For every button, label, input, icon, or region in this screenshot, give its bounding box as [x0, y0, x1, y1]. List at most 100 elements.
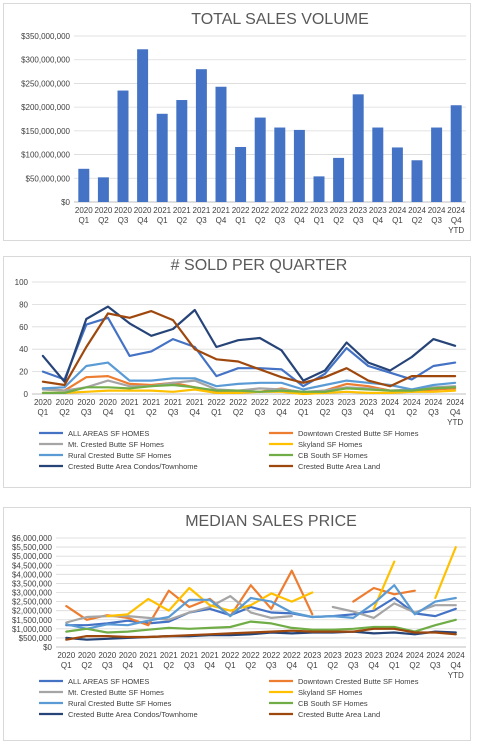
y-tick-label: $4,000,000 [12, 570, 53, 579]
x-tick-year: 2021 [180, 651, 198, 660]
x-tick-year: 2023 [310, 206, 328, 215]
x-tick-quarter: Q4 [189, 408, 200, 417]
x-tick-year: 2020 [56, 398, 74, 407]
x-tick-year: 2022 [221, 651, 239, 660]
y-tick-label: $250,000,000 [21, 79, 70, 88]
x-tick-quarter: Q3 [168, 408, 179, 417]
x-tick-quarter: Q2 [409, 661, 420, 670]
y-tick-label: $6,000,000 [12, 534, 53, 543]
x-tick-quarter: Q2 [245, 661, 256, 670]
bar-16 [372, 127, 384, 202]
median-sales-price-svg: MEDIAN SALES PRICE $0$500,000$1,000,000$1… [12, 513, 466, 719]
x-tick-suffix: YTD [447, 418, 463, 427]
x-tick-year: 2022 [283, 651, 301, 660]
x-tick-year: 2022 [242, 651, 260, 660]
series-line-8 [41, 309, 457, 388]
x-tick-quarter: Q1 [143, 661, 154, 670]
bar-17 [391, 147, 403, 202]
x-tick-year: 2023 [344, 651, 362, 660]
y-tick-label: $200,000,000 [21, 103, 70, 112]
x-tick-year: 2023 [369, 206, 387, 215]
sold-per-quarter-chart: # SOLD PER QUARTER 0 20 40 60 80 100 2020 Q1 2020… [3, 256, 471, 488]
x-tick-quarter: Q2 [146, 408, 157, 417]
median-sales-price-chart: MEDIAN SALES PRICE $0 $500,000 $1,000,000 $1… [3, 507, 471, 741]
y-tick-label: $100,000,000 [21, 151, 70, 160]
x-tick-quarter: Q4 [368, 661, 379, 670]
y-tick-label: $4,500,000 [12, 561, 53, 570]
x-tick-year: 2022 [208, 398, 226, 407]
bar-5 [156, 113, 168, 202]
x-tick-quarter: Q2 [176, 216, 187, 225]
x-tick-year: 2020 [57, 651, 75, 660]
y-tick-label: $3,000,000 [12, 589, 53, 598]
y-tick-label: $5,500,000 [12, 543, 53, 552]
x-tick-quarter: Q1 [78, 216, 89, 225]
series-line-6 [41, 383, 457, 394]
x-tick-suffix: YTD [448, 226, 464, 235]
y-tick-label: $2,000,000 [12, 607, 53, 616]
x-tick-quarter: Q4 [294, 216, 305, 225]
x-tick-quarter: Q1 [38, 408, 49, 417]
y-tick-label: 100 [15, 278, 29, 287]
x-tick-year: 2024 [446, 398, 464, 407]
x-tick-year: 2021 [193, 206, 211, 215]
x-tick-year: 2021 [139, 651, 157, 660]
x-tick-year: 2023 [349, 206, 367, 215]
series-line-1 [65, 596, 457, 627]
series-line-3 [331, 602, 457, 620]
x-tick-year: 2024 [406, 651, 424, 660]
x-tick-year: 2022 [273, 398, 291, 407]
legend-label: Skyland SF Homes [298, 688, 362, 697]
bar-19 [431, 127, 443, 202]
x-tick-quarter: Q3 [428, 408, 439, 417]
x-tick-quarter: Q3 [81, 408, 92, 417]
bar-13 [313, 176, 325, 202]
x-tick-quarter: Q4 [363, 408, 374, 417]
legend-label: Crested Butte Area Land [298, 710, 380, 719]
x-tick-quarter: Q1 [124, 408, 135, 417]
x-tick-year: 2023 [324, 651, 342, 660]
total-sales-volume-svg: TOTAL SALES VOLUME $0 $50,000,000 $100,000,… [21, 11, 466, 235]
x-tick-quarter: Q1 [157, 216, 168, 225]
legend-label: Downtown Crested Butte SF Homes [298, 677, 419, 686]
x-tick-year: 2022 [262, 651, 280, 660]
x-tick-year: 2022 [229, 398, 247, 407]
sold-per-quarter-svg: # SOLD PER QUARTER0204060801002020Q12020… [15, 257, 466, 471]
series-line-8 [65, 627, 457, 641]
y-tick-label: 20 [19, 368, 28, 377]
y-tick-label: $2,500,000 [12, 598, 53, 607]
y-tick-label: $3,500,000 [12, 579, 53, 588]
x-tick-quarter: Q3 [348, 661, 359, 670]
x-tick-quarter: Q3 [102, 661, 113, 670]
x-tick-quarter: Q1 [298, 408, 309, 417]
x-tick-year: 2020 [134, 206, 152, 215]
legend-label: Downtown Crested Butte SF Homes [298, 429, 419, 438]
x-tick-quarter: Q1 [385, 408, 396, 417]
x-tick-quarter: Q4 [451, 216, 462, 225]
bar-3 [117, 90, 129, 202]
x-tick-quarter: Q3 [341, 408, 352, 417]
x-tick-quarter: Q3 [266, 661, 277, 670]
bar-7 [195, 69, 207, 202]
x-tick-year: 2021 [164, 398, 182, 407]
x-tick-quarter: Q1 [307, 661, 318, 670]
x-tick-year: 2022 [271, 206, 289, 215]
x-tick-year: 2022 [251, 398, 269, 407]
x-tick-year: 2021 [212, 206, 230, 215]
x-tick-quarter: Q2 [327, 661, 338, 670]
x-tick-quarter: Q3 [184, 661, 195, 670]
x-tick-year: 2024 [447, 651, 465, 660]
x-tick-quarter: Q2 [412, 216, 423, 225]
legend-label: ALL AREAS SF HOMES [68, 429, 149, 438]
x-tick-year: 2024 [447, 206, 465, 215]
x-tick-quarter: Q4 [450, 408, 461, 417]
x-tick-quarter: Q2 [59, 408, 70, 417]
bar-20 [450, 105, 462, 202]
y-tick-label: $350,000,000 [21, 32, 70, 41]
legend-label: Skyland SF Homes [298, 440, 362, 449]
x-tick-quarter: Q4 [286, 661, 297, 670]
x-tick-year: 2021 [121, 398, 139, 407]
x-tick-year: 2024 [381, 398, 399, 407]
x-tick-year: 2023 [338, 398, 356, 407]
bar-18 [411, 160, 423, 202]
